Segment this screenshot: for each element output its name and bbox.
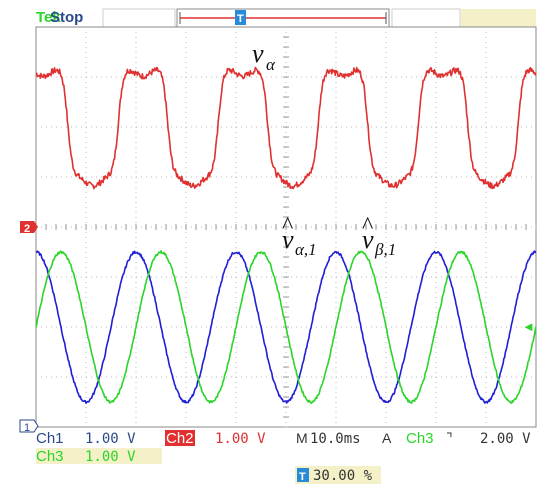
trigger-position-value: 30.00 % bbox=[313, 468, 373, 484]
record-trigger-icon[interactable] bbox=[235, 10, 246, 25]
svg-text:^: ^ bbox=[282, 213, 293, 239]
ch3-level-marker[interactable]: ◄ bbox=[522, 319, 535, 334]
graticule bbox=[35, 26, 537, 428]
ch2-label-box[interactable] bbox=[165, 430, 195, 446]
record-trigger-icon-label: T bbox=[237, 13, 244, 25]
svg-text:2: 2 bbox=[24, 223, 30, 235]
waveforms bbox=[35, 66, 537, 405]
readout-row-1: Ch1 1.00 V Ch2 1.00 V M 10.0ms A Ch3 ⌝ 2… bbox=[36, 430, 531, 447]
ch2-scale: 1.00 V bbox=[215, 431, 266, 447]
ch1-label[interactable]: Ch1 bbox=[36, 430, 64, 447]
ch1-scale: 1.00 V bbox=[85, 431, 136, 447]
svg-text:v: v bbox=[362, 225, 374, 254]
trigger-position-icon bbox=[297, 468, 309, 482]
svg-text:α: α bbox=[266, 55, 276, 74]
svg-text:β,1: β,1 bbox=[374, 240, 396, 259]
label-v-alpha-1: ^ v α,1 bbox=[282, 213, 317, 259]
svg-text:◄: ◄ bbox=[522, 319, 535, 334]
ch2-marker[interactable]: 2 bbox=[20, 221, 38, 235]
svg-text:α,1: α,1 bbox=[295, 240, 317, 259]
timebase-value[interactable]: 10.0ms bbox=[310, 431, 361, 447]
trigger-mode: A bbox=[382, 430, 392, 446]
trigger-position-bar-left bbox=[102, 8, 176, 28]
ch2-label[interactable]: Ch2 bbox=[166, 430, 194, 447]
readout-row-2: Ch3 1.00 V bbox=[36, 448, 162, 465]
trigger-source[interactable]: Ch3 bbox=[406, 430, 434, 447]
series-ch1-trace bbox=[35, 250, 537, 405]
trigger-position-readout-box bbox=[295, 466, 381, 484]
trigger-position-readout[interactable]: T 30.00 % bbox=[295, 466, 381, 484]
run-state: Stop bbox=[50, 9, 83, 26]
svg-text:v: v bbox=[282, 225, 294, 254]
svg-text:1: 1 bbox=[24, 422, 30, 434]
label-v-alpha: v α bbox=[252, 39, 276, 74]
svg-text:v: v bbox=[252, 39, 264, 68]
ch1-marker[interactable]: 1 bbox=[19, 419, 39, 434]
timebase-prefix: M bbox=[296, 430, 308, 446]
series-ch3-trace bbox=[35, 250, 537, 405]
ch3-scale: 1.00 V bbox=[85, 449, 136, 465]
svg-text:T: T bbox=[299, 471, 306, 483]
ch3-label[interactable]: Ch3 bbox=[36, 448, 64, 465]
series-ch2-trace bbox=[35, 66, 537, 190]
header-corner bbox=[461, 9, 536, 27]
svg-text:^: ^ bbox=[362, 213, 373, 239]
trigger-slope-icon: ⌝ bbox=[446, 430, 453, 446]
header-bar: Tek Stop T bbox=[36, 8, 536, 28]
brand-label: Tek bbox=[36, 9, 61, 26]
label-v-beta-1: ^ v β,1 bbox=[362, 213, 396, 259]
trigger-level[interactable]: 2.00 V bbox=[480, 431, 531, 447]
header-status-box-right bbox=[391, 8, 461, 28]
